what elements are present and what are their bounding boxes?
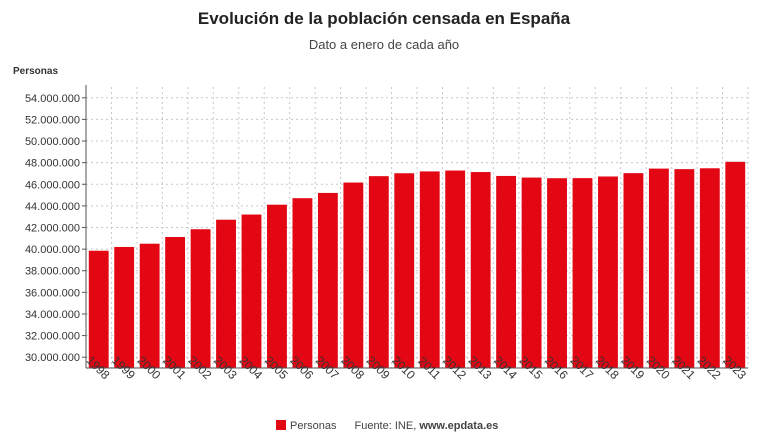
source-text: Fuente: INE [354,420,414,432]
bar-2001 [165,237,186,368]
chart-subtitle: Dato a enero de cada año [308,37,460,52]
bar-2013 [470,172,491,368]
bar-2017 [572,178,593,368]
bar-2010 [394,173,415,368]
bar-1999 [114,246,135,368]
y-tick-label: 38.000.000 [25,266,80,278]
y-tick-label: 34.000.000 [25,309,80,321]
bar-2020 [648,168,669,368]
bar-2000 [139,243,160,368]
bar-2019 [623,173,644,368]
y-tick-label: 50.000.000 [25,136,80,148]
y-tick-label: 54.000.000 [25,93,80,105]
bar-2012 [445,170,466,368]
y-tick-label: 36.000.000 [25,287,80,299]
legend-series-label: Personas [290,420,337,432]
legend-swatch [276,420,286,430]
bar-2002 [190,229,211,368]
bar-2005 [267,204,287,368]
bar-2022 [699,168,720,368]
axes-group [85,85,748,369]
y-tick-label: 44.000.000 [25,201,80,213]
bar-2011 [419,171,440,368]
bar-2008 [343,182,364,368]
bar-2007 [317,192,338,368]
bar-2004 [241,214,262,368]
bar-2023 [725,161,746,368]
grid-lines [85,87,749,368]
bar-2015 [521,177,542,368]
y-tick-label: 52.000.000 [25,114,80,126]
bar-2021 [674,169,695,368]
y-tick-label: 46.000.000 [25,179,80,191]
chart-title: Evolución de la población censada en Esp… [197,9,571,28]
bars-group [88,161,746,368]
bar-2018 [598,176,618,368]
bar-2003 [216,219,236,368]
bar-1998 [88,250,109,368]
bar-2014 [496,175,517,368]
y-tick-label: 42.000.000 [25,223,80,235]
y-tick-label: 30.000.000 [25,352,80,364]
y-tick-label: 32.000.000 [25,331,80,343]
legend: Personas Fuente: INE, www.epdata.es [276,420,498,432]
source-site: www.epdata.es [419,420,499,432]
y-tick-label: 48.000.000 [25,158,80,170]
y-tick-label: 40.000.000 [25,244,80,256]
bar-2006 [292,198,313,368]
bar-2016 [547,178,567,368]
y-tick-labels: 30.000.000 32.000.000 34.000.000 36.000.000… [25,93,86,364]
bar-2009 [368,176,389,368]
y-axis-label: Personas [13,66,59,77]
